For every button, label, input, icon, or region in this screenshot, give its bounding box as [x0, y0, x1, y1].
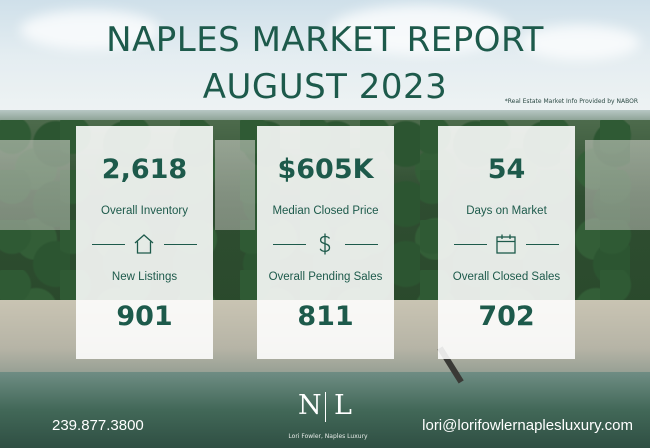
stat-card-price: $605K Median Closed Price Overall Pendin…: [257, 126, 394, 359]
divider-line: [454, 244, 487, 245]
house-cluster: [215, 140, 255, 230]
median-price-label: Median Closed Price: [272, 205, 379, 217]
divider-line: [526, 244, 559, 245]
house-cluster: [585, 140, 650, 230]
calendar-icon: [496, 234, 516, 254]
divider-line: [273, 244, 306, 245]
house-icon: [134, 234, 154, 254]
cloud: [20, 10, 160, 50]
divider-line: [164, 244, 197, 245]
inventory-value: 2,618: [101, 154, 188, 185]
new-listings-value: 901: [116, 301, 173, 332]
dollar-icon: [319, 233, 331, 255]
logo-caption: Lori Fowler, Naples Luxury: [288, 433, 368, 440]
pending-sales-label: Overall Pending Sales: [268, 271, 383, 283]
report-subtitle: AUGUST 2023: [202, 67, 448, 107]
card-divider: [257, 230, 394, 258]
phone-number: 239.877.3800: [52, 417, 144, 434]
days-on-market-value: 54: [487, 154, 526, 185]
cloud: [520, 25, 640, 60]
logo-letter-n: N: [298, 390, 322, 421]
inventory-label: Overall Inventory: [101, 205, 188, 217]
days-on-market-label: Days on Market: [466, 205, 547, 217]
divider-line: [345, 244, 378, 245]
closed-sales-label: Overall Closed Sales: [452, 271, 561, 283]
card-divider: [438, 230, 575, 258]
card-divider: [76, 230, 213, 258]
cloud: [330, 5, 510, 55]
median-price-value: $605K: [277, 154, 374, 185]
new-listings-label: New Listings: [111, 271, 178, 283]
stat-card-inventory: 2,618 Overall Inventory New Listings 901: [76, 126, 213, 359]
closed-sales-value: 702: [478, 301, 535, 332]
divider-line: [92, 244, 125, 245]
brand-logo: N L: [296, 390, 358, 426]
report-title: NAPLES MARKET REPORT: [106, 20, 544, 60]
source-note: *Real Estate Market Info Provided by NAB…: [504, 98, 638, 105]
pending-sales-value: 811: [297, 301, 354, 332]
email-address: lori@lorifowlernaplesluxury.com: [422, 417, 633, 434]
house-cluster: [0, 140, 70, 230]
stat-card-days: 54 Days on Market Overall Closed Sales 7…: [438, 126, 575, 359]
logo-divider: [325, 392, 326, 422]
logo-letter-l: L: [334, 390, 352, 421]
